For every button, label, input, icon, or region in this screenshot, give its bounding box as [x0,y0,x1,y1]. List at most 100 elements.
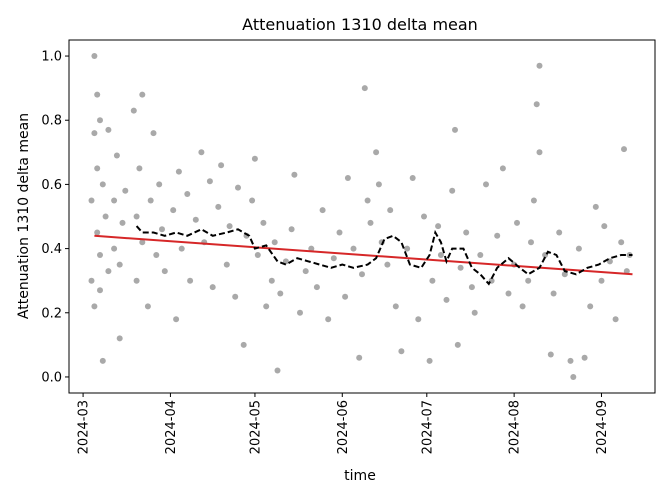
y-tick-label: 0.6 [41,178,62,193]
scatter-point [192,216,199,223]
scatter-point [514,219,520,226]
scatter-point [139,239,146,246]
y-tick-label: 0.4 [41,242,62,257]
scatter-point [99,357,106,364]
scatter-point [342,293,349,300]
scatter-point [494,232,501,239]
y-tick-label: 0.8 [41,114,62,129]
scatter-point [367,219,374,226]
scatter-point [308,245,315,252]
scatter-point [297,309,303,316]
scatter-point [277,290,284,297]
scatter-point [598,277,605,284]
scatter-point [91,130,98,137]
scatter-point [116,335,123,342]
scatter-point [88,197,95,204]
scatter-point [313,284,320,291]
scatter-point [249,197,256,204]
scatter-point [105,126,112,133]
scatter-point [147,197,154,204]
scatter-point [592,203,599,210]
scatter-point [302,268,309,275]
y-tick-label: 0.0 [41,370,62,385]
scatter-point [218,162,225,169]
scatter-point [435,223,442,230]
scatter-point [144,303,151,310]
plot-area [88,53,633,380]
scatter-point [530,197,537,204]
scatter-point [99,181,106,188]
scatter-point [452,126,458,133]
scatter-point [97,117,103,124]
scatter-point [271,239,278,246]
scatter-point [567,357,574,364]
scatter-point [483,181,489,188]
scatter-point [437,252,444,258]
scatter-point [536,149,543,156]
scatter-point [173,316,180,323]
scatter-point [94,91,101,98]
scatter-point [477,252,484,258]
scatter-point [356,354,363,361]
scatter-point [556,229,563,236]
scatter-point [429,277,436,284]
scatter-point [336,229,343,236]
scatter-point [409,175,416,181]
scatter-point [561,271,568,278]
scatter-point [361,85,368,92]
scatter-point [505,290,512,297]
y-axis-title: Attenuation 1310 delta mean [16,113,32,319]
scatter-point [268,277,275,284]
y-tick-label: 0.2 [41,306,62,321]
scatter-point [581,354,588,361]
scatter-point [223,261,230,268]
scatter-point [94,229,101,236]
scatter-point [570,374,577,380]
scatter-point [178,245,185,252]
scatter-point [384,261,391,268]
scatter-point [139,91,146,98]
scatter-point [215,203,222,210]
scatter-point [499,165,506,172]
scatter-point [415,316,422,323]
scatter-point [533,101,540,108]
scatter-point [288,226,295,233]
scatter-point [97,252,103,258]
x-tick-label: 2024-03 [77,400,92,454]
scatter-point [612,316,619,323]
scatter-point [184,191,191,197]
scatter-point [150,130,157,137]
scatter-point [387,207,394,214]
scatter-point [94,165,101,172]
x-tick-label: 2024-06 [336,400,351,454]
scatter-point [116,261,123,268]
rolling-mean-line [135,225,633,286]
scatter-point [373,149,380,156]
scatter-point [330,255,337,262]
scatter-point [325,316,332,323]
scatter-point [454,341,461,348]
scatter-point [618,239,625,246]
scatter-point [105,268,112,275]
scatter-point [471,309,478,316]
scatter-point [404,245,411,252]
scatter-point [113,152,120,159]
scatter-point [232,293,239,300]
scatter-point [587,303,594,310]
scatter-point [344,175,351,181]
scatter-point [175,168,182,175]
scatter-point [291,171,298,178]
scatter-point [187,277,194,284]
scatter-point [111,197,118,204]
scatter-point [350,245,357,252]
scatter-point [133,277,140,284]
scatter-point [170,207,177,214]
scatter-point [525,277,532,284]
scatter-point [426,357,433,364]
x-tick-label: 2024-05 [248,400,263,454]
scatter-point [457,264,464,271]
scatter-point [319,207,326,214]
x-axis-title: time [344,468,376,484]
scatter-point [97,287,103,294]
